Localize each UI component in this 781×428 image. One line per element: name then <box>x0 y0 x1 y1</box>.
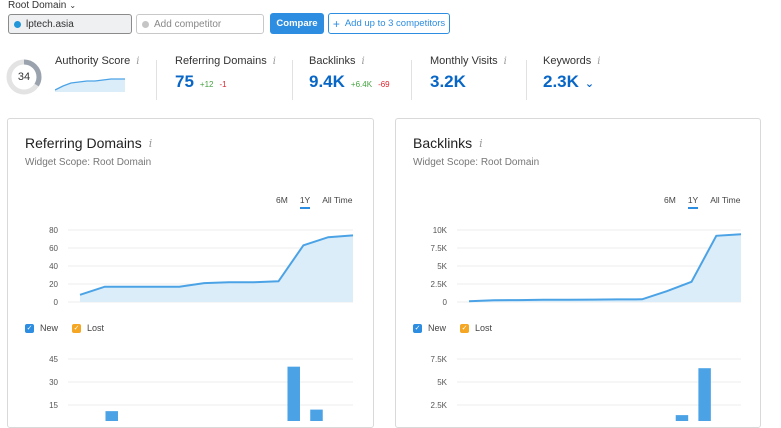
referring-domains-panel: Referring Domains i Widget Scope: Root D… <box>7 118 374 428</box>
domain-color-dot-icon <box>14 21 21 28</box>
legend-lost[interactable]: ✓ Lost <box>72 323 104 333</box>
domain-value: lptech.asia <box>26 19 74 30</box>
add-competitors-label: Add up to 3 competitors <box>345 18 445 29</box>
scope-selector[interactable]: Root Domain ⌄ <box>8 0 76 11</box>
checkbox-checked-icon[interactable]: ✓ <box>413 324 422 333</box>
y-tick-label: 7.5K <box>431 355 448 364</box>
metric-referring-domains[interactable]: Referring Domains i 75 +12 -1 <box>175 55 276 103</box>
y-tick-label: 2.5K <box>431 401 448 410</box>
metric-keywords[interactable]: Keywords i 2.3K ⌄ <box>543 55 601 103</box>
info-icon[interactable]: i <box>504 56 507 67</box>
legend-new-label: New <box>428 323 446 333</box>
chevron-down-icon[interactable]: ⌄ <box>585 77 594 90</box>
y-tick-label: 5K <box>437 378 447 387</box>
checkbox-checked-icon[interactable]: ✓ <box>72 324 81 333</box>
y-tick-label: 0 <box>54 298 59 307</box>
domain-input[interactable]: lptech.asia <box>8 14 132 34</box>
info-icon[interactable]: i <box>136 56 139 67</box>
legend-lost-label: Lost <box>87 323 104 333</box>
add-competitors-button[interactable]: + Add up to 3 competitors <box>328 13 450 34</box>
metric-backlinks[interactable]: Backlinks i 9.4K +6.4K -69 <box>309 55 390 103</box>
legend-new[interactable]: ✓ New <box>25 323 58 333</box>
backlinks-delta-positive: +6.4K <box>351 80 372 89</box>
chart-legend: ✓ New ✓ Lost <box>413 323 492 333</box>
authority-score-value: 34 <box>5 58 43 96</box>
legend-new[interactable]: ✓ New <box>413 323 446 333</box>
referring-domains-chart: 80 60 40 20 0 45 30 15 <box>8 119 375 421</box>
y-tick-label: 40 <box>49 262 58 271</box>
referring-domains-delta-negative: -1 <box>220 80 227 89</box>
bar-new <box>698 368 710 421</box>
authority-sparkline <box>55 70 127 92</box>
monthly-visits-label: Monthly Visits <box>430 55 498 67</box>
area-fill <box>80 235 353 302</box>
area-fill <box>469 234 741 302</box>
metric-separator <box>411 60 412 100</box>
bar-new <box>287 367 300 421</box>
legend-new-label: New <box>40 323 58 333</box>
info-icon[interactable]: i <box>273 56 276 67</box>
metrics-row: 34 Authority Score i Referring Domains i… <box>0 55 781 105</box>
compare-button[interactable]: Compare <box>270 13 324 34</box>
chart-legend: ✓ New ✓ Lost <box>25 323 104 333</box>
monthly-visits-value[interactable]: 3.2K <box>430 72 466 92</box>
referring-domains-delta-positive: +12 <box>200 80 214 89</box>
y-tick-label: 15 <box>49 401 58 410</box>
metric-separator <box>156 60 157 100</box>
metric-separator <box>292 60 293 100</box>
checkbox-checked-icon[interactable]: ✓ <box>460 324 469 333</box>
legend-lost-label: Lost <box>475 323 492 333</box>
y-tick-label: 80 <box>49 226 58 235</box>
backlinks-label: Backlinks <box>309 55 355 67</box>
y-tick-label: 45 <box>49 355 58 364</box>
y-tick-label: 0 <box>443 298 448 307</box>
backlinks-panel: Backlinks i Widget Scope: Root Domain 6M… <box>395 118 761 428</box>
referring-domains-value[interactable]: 75 <box>175 72 194 92</box>
info-icon[interactable]: i <box>361 56 364 67</box>
y-tick-label: 20 <box>49 280 58 289</box>
chevron-down-icon: ⌄ <box>69 1 76 10</box>
y-tick-label: 5K <box>437 262 447 271</box>
authority-score-label: Authority Score <box>55 55 130 67</box>
bar-new <box>310 410 323 421</box>
competitor-input[interactable]: Add competitor <box>136 14 264 34</box>
plus-icon: + <box>333 19 340 29</box>
keywords-label: Keywords <box>543 55 591 67</box>
backlinks-delta-negative: -69 <box>378 80 390 89</box>
bar-new <box>676 415 688 421</box>
checkbox-checked-icon[interactable]: ✓ <box>25 324 34 333</box>
metric-separator <box>526 60 527 100</box>
backlinks-value[interactable]: 9.4K <box>309 72 345 92</box>
y-tick-label: 30 <box>49 378 58 387</box>
metric-monthly-visits[interactable]: Monthly Visits i 3.2K <box>430 55 507 103</box>
legend-lost[interactable]: ✓ Lost <box>460 323 492 333</box>
keywords-value[interactable]: 2.3K <box>543 72 579 92</box>
referring-domains-label: Referring Domains <box>175 55 267 67</box>
y-tick-label: 10K <box>433 226 448 235</box>
scope-label: Root Domain <box>8 0 66 11</box>
y-tick-label: 60 <box>49 244 58 253</box>
metric-authority-score[interactable]: Authority Score i <box>55 55 139 103</box>
backlinks-chart: 10K 7.5K 5K 2.5K 0 7.5K 5K 2.5K <box>396 119 762 421</box>
competitor-placeholder: Add competitor <box>154 19 221 30</box>
y-tick-label: 2.5K <box>431 280 448 289</box>
info-icon[interactable]: i <box>597 56 600 67</box>
y-tick-label: 7.5K <box>431 244 448 253</box>
competitor-color-dot-icon <box>142 21 149 28</box>
